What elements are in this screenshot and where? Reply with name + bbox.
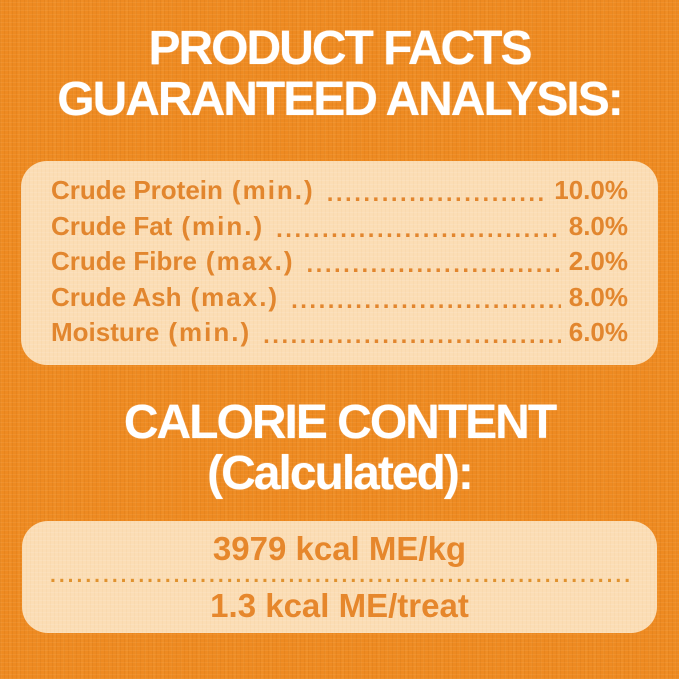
dot-leader: ........................................… (291, 288, 561, 313)
nutrient-value: 10.0% (554, 175, 628, 205)
nutrient-value: 8.0% (568, 210, 628, 241)
dotted-divider: ........................................… (50, 569, 629, 585)
dot-leader: ........................................… (306, 253, 561, 277)
kcal-per-treat: 1.3 kcal ME/treat (210, 587, 469, 624)
nutrient-name: Moisture (51, 317, 160, 347)
guaranteed-analysis-panel: Crude Protein (min.) ...................… (21, 161, 658, 365)
page-title: PRODUCT FACTS GUARANTEED ANALYSIS: (0, 23, 679, 125)
nutrient-value: 2.0% (568, 246, 628, 276)
calorie-content-heading: CALORIE CONTENT (Calculated): (0, 397, 679, 499)
calorie-heading-line-2: (Calculated): (207, 447, 474, 500)
analysis-row: Moisture (min.) ........................… (51, 317, 628, 353)
dot-leader: ........................................… (326, 182, 547, 206)
nutrient-name: Crude Fat (51, 210, 173, 241)
calorie-heading-line-1: CALORIE CONTENT (123, 396, 557, 449)
analysis-row: Crude Ash (max.) .......................… (51, 282, 628, 318)
nutrient-name: Crude Fibre (51, 246, 197, 276)
calorie-content-panel: 3979 kcal ME/kg ........................… (22, 521, 657, 633)
kcal-per-kg: 3979 kcal ME/kg (212, 530, 467, 567)
nutrient-value: 6.0% (568, 317, 628, 347)
analysis-row: Crude Protein (min.) ...................… (51, 175, 628, 211)
title-line-1: PRODUCT FACTS (148, 22, 533, 75)
nutrient-qualifier: (min.) (181, 210, 265, 241)
nutrient-value: 8.0% (568, 281, 628, 312)
nutrient-qualifier: (max.) (190, 281, 280, 312)
nutrient-name: Crude Ash (51, 281, 182, 312)
nutrient-qualifier: (max.) (205, 246, 295, 276)
nutrient-name: Crude Protein (51, 175, 223, 205)
title-line-2: GUARANTEED ANALYSIS: (57, 73, 624, 126)
analysis-row: Crude Fibre (max.) .....................… (51, 246, 628, 282)
nutrient-qualifier: (min.) (168, 317, 252, 347)
analysis-row: Crude Fat (min.) .......................… (51, 211, 628, 247)
nutrient-qualifier: (min.) (231, 175, 315, 205)
dot-leader: ........................................… (276, 217, 561, 242)
dot-leader: ........................................… (263, 324, 561, 348)
